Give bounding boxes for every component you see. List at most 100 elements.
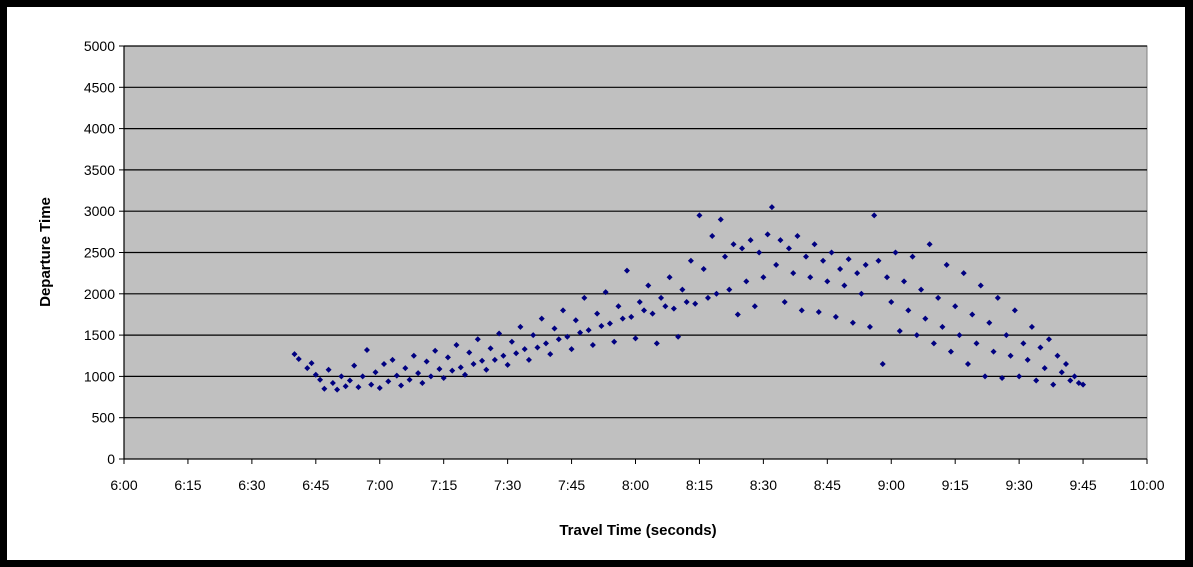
data-point [756,249,763,256]
data-point [930,340,937,347]
data-point [359,373,366,380]
data-point [994,294,1001,301]
data-point [325,366,332,373]
data-point [619,315,626,322]
data-point [427,373,434,380]
data-point [687,257,694,264]
data-point [986,319,993,326]
data-point [947,348,954,355]
data-point [1067,377,1074,384]
data-point [402,365,409,372]
data-point [372,369,379,376]
data-point [675,333,682,340]
data-point [803,253,809,260]
data-point [585,327,592,334]
x-tick-label: 9:30 [1006,477,1033,493]
data-point [500,352,507,359]
data-point [628,313,635,320]
data-point [743,278,750,285]
data-point [811,241,818,248]
y-tick-label: 3000 [84,203,115,219]
x-tick-label: 6:00 [110,477,137,493]
data-point [623,267,630,274]
data-point [363,346,370,353]
data-point [462,371,468,378]
data-point [858,290,865,297]
x-tick-label: 7:30 [494,477,521,493]
x-tick-label: 9:00 [878,477,905,493]
data-point [824,278,831,285]
data-point [457,364,464,371]
data-point [645,282,652,289]
data-point [1071,373,1078,380]
data-point [1050,381,1057,388]
data-point [1007,352,1014,359]
data-point [1024,356,1031,363]
y-tick-label: 500 [92,410,116,426]
y-axis-title: Departure Time [37,197,54,307]
data-point [338,373,345,380]
data-point [564,333,571,340]
data-point [1037,344,1044,351]
data-point [662,303,669,310]
data-point [521,346,528,353]
data-point [653,340,660,347]
data-point [449,367,456,374]
data-point [785,245,792,252]
data-point [781,299,788,306]
data-point [905,307,912,314]
data-point [355,384,362,391]
data-point [368,381,375,388]
data-point [883,274,890,281]
data-point [508,338,515,345]
data-point [764,231,771,238]
x-tick-label: 6:30 [238,477,265,493]
data-point [794,232,801,239]
data-point [888,299,895,306]
data-point [866,323,873,330]
data-point [683,299,690,306]
data-point [466,349,473,356]
data-point [849,319,856,326]
data-point [1063,361,1070,368]
x-tick-label: 10:00 [1129,477,1164,493]
data-point [551,325,558,332]
data-point [875,257,882,264]
x-tick-label: 8:45 [814,477,841,493]
data-point [709,232,716,239]
data-point [820,257,827,264]
data-point [956,332,963,339]
data-point [483,366,490,373]
data-point [346,377,353,384]
data-point [329,380,336,387]
data-point [901,278,908,285]
data-point [854,270,861,277]
data-point [376,384,383,391]
data-point [632,335,639,342]
data-point [410,352,417,359]
data-point [479,357,486,364]
y-tick-label: 4500 [84,79,115,95]
data-point [581,294,588,301]
data-point [982,373,989,380]
data-point [513,350,520,357]
data-point [542,340,549,347]
data-point [589,342,596,349]
data-point [977,282,984,289]
data-point [1054,352,1061,359]
data-point [960,270,967,277]
data-point [696,212,703,219]
y-tick-label: 1500 [84,327,115,343]
data-point [547,351,554,358]
axes [119,45,1148,464]
data-point [406,376,413,383]
x-tick-label: 6:15 [174,477,201,493]
data-point [432,347,439,354]
data-point [496,330,503,337]
data-point [530,332,537,339]
data-point [615,303,622,310]
data-point [393,372,400,379]
data-point [1028,323,1035,330]
data-point [1003,332,1010,339]
x-tick-label: 9:15 [942,477,969,493]
